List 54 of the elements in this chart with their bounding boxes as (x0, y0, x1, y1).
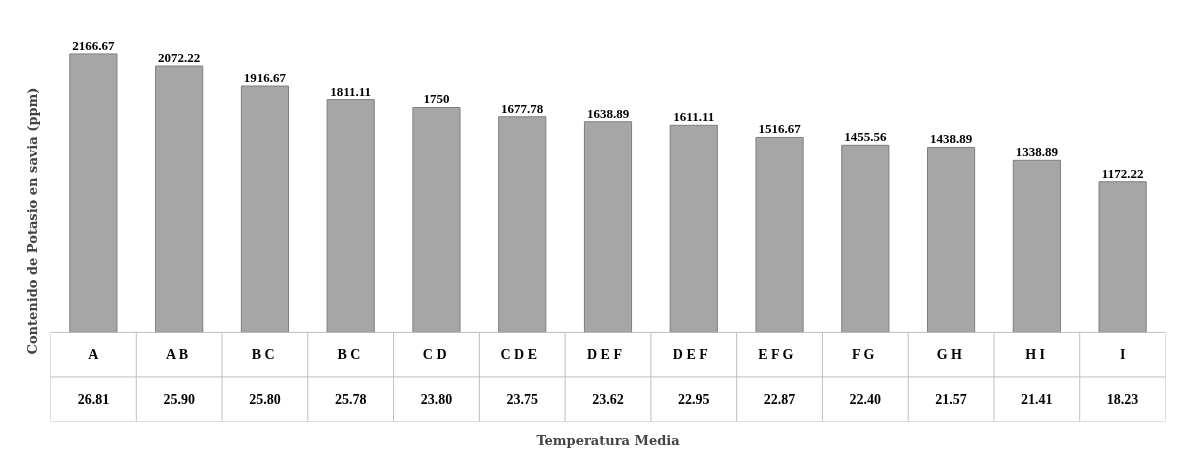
bar (240, 85, 290, 333)
text: A B (165, 347, 189, 363)
data-label: 1916.67 (243, 70, 287, 86)
data-label: 1677.78 (501, 100, 544, 116)
bar (155, 65, 204, 333)
x-tick-label: 25.90 (163, 392, 195, 408)
data-label: 1438.89 (929, 131, 973, 147)
text: I (1119, 347, 1126, 363)
data-label: 1611.11 (673, 109, 715, 125)
bar (669, 124, 718, 333)
x-tick-label: 25.80 (249, 392, 281, 408)
data-label: 1172.22 (1101, 165, 1144, 181)
bar (841, 144, 890, 333)
data-label: 1638.89 (586, 105, 630, 121)
x-tick-label: 23.80 (420, 392, 453, 408)
text: D E F (672, 347, 708, 363)
bar (1012, 159, 1061, 333)
x-tick-label: 26.81 (77, 392, 110, 408)
x-tick-label: 25.78 (334, 392, 367, 408)
bar (926, 146, 976, 333)
x-tick-label: 22.95 (678, 392, 710, 408)
text: A (88, 347, 100, 363)
data-label: 2072.22 (158, 50, 201, 66)
x-tick-label: 22.87 (763, 392, 796, 408)
data-label: 1516.67 (758, 121, 802, 137)
x-axis-title: Temperatura Media (536, 432, 681, 448)
x-tick-label: 23.62 (592, 392, 624, 408)
text: G H (936, 347, 963, 363)
data-label: 1338.89 (1015, 144, 1059, 160)
bar (755, 136, 804, 333)
bar (412, 106, 461, 333)
bar (583, 121, 633, 333)
text: C D (422, 347, 447, 363)
bar (326, 99, 375, 333)
text: B C (251, 347, 275, 363)
text: B C (337, 347, 361, 363)
x-tick-label: 18.23 (1106, 392, 1139, 408)
text: H I (1025, 347, 1046, 363)
bar (498, 116, 547, 333)
x-tick-label: 23.75 (506, 392, 538, 408)
text: E F G (758, 347, 794, 363)
data-label: 1811.11 (330, 83, 372, 99)
data-label: 1455.56 (844, 129, 887, 145)
x-tick-label: 21.41 (1021, 392, 1053, 408)
x-tick-label: 22.40 (849, 392, 882, 408)
bar (69, 53, 118, 333)
bar (1098, 181, 1147, 333)
y-axis-title: Contenido de Potasio en savia (ppm) (24, 87, 40, 355)
text: F G (852, 347, 875, 363)
data-label: 2166.67 (72, 37, 116, 53)
text: D E F (587, 347, 622, 363)
text: C D E (500, 347, 538, 363)
data-label: 1750 (423, 91, 450, 107)
x-tick-label: 21.57 (935, 392, 967, 408)
